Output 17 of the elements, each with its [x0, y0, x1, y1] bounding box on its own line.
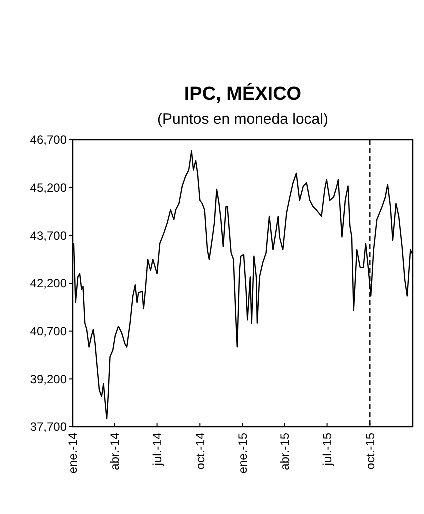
x-tick-label: ene.-14 — [66, 432, 80, 474]
x-tick-label: jul.-15 — [320, 432, 334, 467]
y-tick-label: 42,200 — [30, 276, 68, 291]
x-tick-label: abr.-14 — [108, 432, 122, 470]
x-tick-label: oct.-15 — [363, 432, 378, 470]
y-tick-label: 46,700 — [30, 133, 68, 148]
y-tick-label: 39,200 — [30, 372, 68, 386]
x-tick-label: abr.-15 — [278, 432, 292, 470]
y-tick-label: 45,200 — [30, 181, 68, 196]
chart-title: IPC, MÉXICO — [184, 83, 302, 105]
y-tick-label: 43,700 — [30, 228, 68, 243]
x-tick-label: oct.-14 — [193, 432, 208, 470]
y-tick-label: 37,700 — [30, 420, 68, 434]
x-tick-label: ene.-15 — [236, 432, 250, 474]
chart-subtitle: (Puntos en moneda local) — [158, 111, 328, 128]
x-tick-label: jul.-14 — [150, 432, 164, 467]
y-tick-label: 40,700 — [30, 324, 68, 339]
